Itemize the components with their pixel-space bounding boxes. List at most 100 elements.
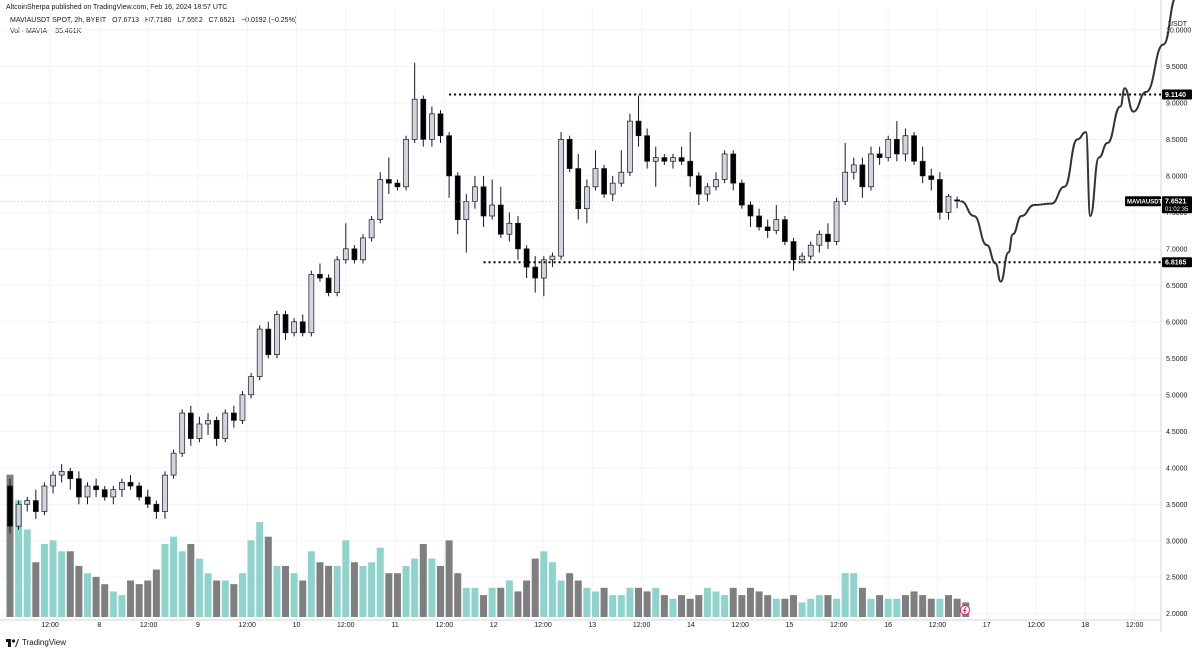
- volume-label[interactable]: Vol · MAVIA: [10, 28, 48, 35]
- candle-body: [928, 175, 935, 180]
- x-tick-label: 12:00: [1126, 622, 1144, 629]
- volume-bar: [867, 598, 875, 617]
- x-tick-label: 16: [884, 622, 892, 629]
- candle-body: [196, 423, 203, 439]
- footer-brand: TradingView: [22, 638, 67, 647]
- volume-bar: [480, 595, 488, 617]
- volume-bar: [170, 536, 178, 617]
- candle-body: [136, 485, 142, 498]
- x-tick-label: 13: [588, 622, 596, 629]
- volume-bar: [600, 587, 608, 617]
- candle-body: [7, 485, 13, 527]
- volume-bar: [402, 565, 410, 617]
- candle-body: [84, 485, 91, 498]
- candle-body: [213, 419, 220, 439]
- ohlc-low: L7.5552: [177, 17, 203, 24]
- candle-body: [463, 201, 470, 220]
- price-label-box: [1162, 196, 1192, 214]
- candle-body: [893, 139, 900, 155]
- volume-bar: [643, 591, 651, 617]
- x-tick-label: 12:00: [731, 622, 749, 629]
- candle-body: [911, 135, 917, 162]
- candle-body: [945, 195, 952, 213]
- candle-body: [385, 179, 392, 184]
- volume-bar: [92, 576, 100, 617]
- volume-bar: [213, 580, 221, 617]
- volume-bar: [23, 529, 31, 617]
- y-tick-label: 9.5000: [1166, 64, 1188, 71]
- volume-bar: [325, 565, 333, 617]
- volume-bar: [591, 591, 599, 617]
- y-tick-label: 5.5000: [1166, 356, 1188, 363]
- volume-bar: [746, 587, 754, 617]
- volume-bar: [703, 587, 711, 617]
- candle-body: [342, 248, 349, 261]
- volume-bar: [135, 584, 143, 617]
- candle-body: [747, 204, 754, 217]
- y-tick-label: 8.0000: [1166, 173, 1188, 180]
- volume-bar: [333, 565, 341, 617]
- y-tick-label: 2.0000: [1166, 611, 1188, 618]
- candle-body: [687, 160, 694, 177]
- candle-body: [256, 328, 263, 377]
- candle-body: [635, 120, 642, 137]
- volume-bar: [617, 595, 625, 617]
- candle-body: [368, 219, 375, 239]
- volume-bar: [927, 598, 935, 617]
- ohlc-open: O7.6713: [112, 17, 140, 24]
- volume-bar: [299, 580, 307, 617]
- volume-bar: [953, 598, 961, 617]
- price-label-box: [1162, 89, 1192, 100]
- candle-body: [652, 157, 659, 162]
- candle-body: [351, 248, 358, 261]
- volume-bar: [462, 587, 470, 617]
- candle-body: [868, 153, 874, 188]
- x-tick-label: 12:00: [436, 622, 454, 629]
- candle-body: [127, 482, 134, 487]
- volume-bar: [342, 540, 350, 617]
- candle-body: [575, 168, 582, 210]
- volume-bar: [729, 587, 737, 617]
- volume-bar: [850, 573, 858, 617]
- candle-body: [282, 314, 289, 334]
- volume-bar: [127, 580, 135, 617]
- volume-legend: Vol · MAVIA 35.461K: [10, 28, 87, 35]
- candle-body: [730, 153, 737, 184]
- volume-bar: [566, 573, 574, 617]
- volume-bar: [247, 540, 255, 617]
- volume-bar: [58, 551, 66, 617]
- candle-body: [119, 482, 125, 491]
- candle-body: [76, 478, 82, 498]
- volume-bar: [695, 595, 703, 617]
- candle-body: [360, 237, 366, 261]
- candle-body: [876, 153, 883, 158]
- candle-body: [807, 244, 814, 257]
- volume-bar: [49, 540, 57, 617]
- candle-body: [153, 503, 160, 512]
- volume-bar: [815, 595, 823, 617]
- volume-bar: [230, 584, 238, 617]
- candle-body: [756, 215, 762, 228]
- candle-body: [446, 135, 452, 177]
- volume-bar: [660, 595, 668, 617]
- candle-body: [704, 186, 711, 195]
- volume-bar: [393, 573, 401, 617]
- candle-body: [454, 175, 461, 220]
- symbol-name[interactable]: MAVIAUSDT SPOT, 2h, BYBIT: [10, 17, 107, 24]
- candle-body: [790, 241, 797, 261]
- volume-bar: [721, 595, 729, 617]
- volume-bar: [40, 544, 48, 617]
- candle-body: [738, 182, 745, 206]
- countdown-label: 01:02:35: [1165, 207, 1189, 213]
- volume-bar: [6, 474, 14, 617]
- x-tick-label: 14: [687, 622, 695, 629]
- price-label-text: 7.6521: [1165, 199, 1187, 206]
- volume-bar: [944, 595, 952, 617]
- candle-body: [601, 168, 607, 195]
- x-tick-label: 12:00: [337, 622, 355, 629]
- candle-body: [265, 328, 272, 356]
- candle-body: [179, 412, 186, 454]
- candle-body: [222, 412, 229, 439]
- candle-body: [549, 255, 556, 261]
